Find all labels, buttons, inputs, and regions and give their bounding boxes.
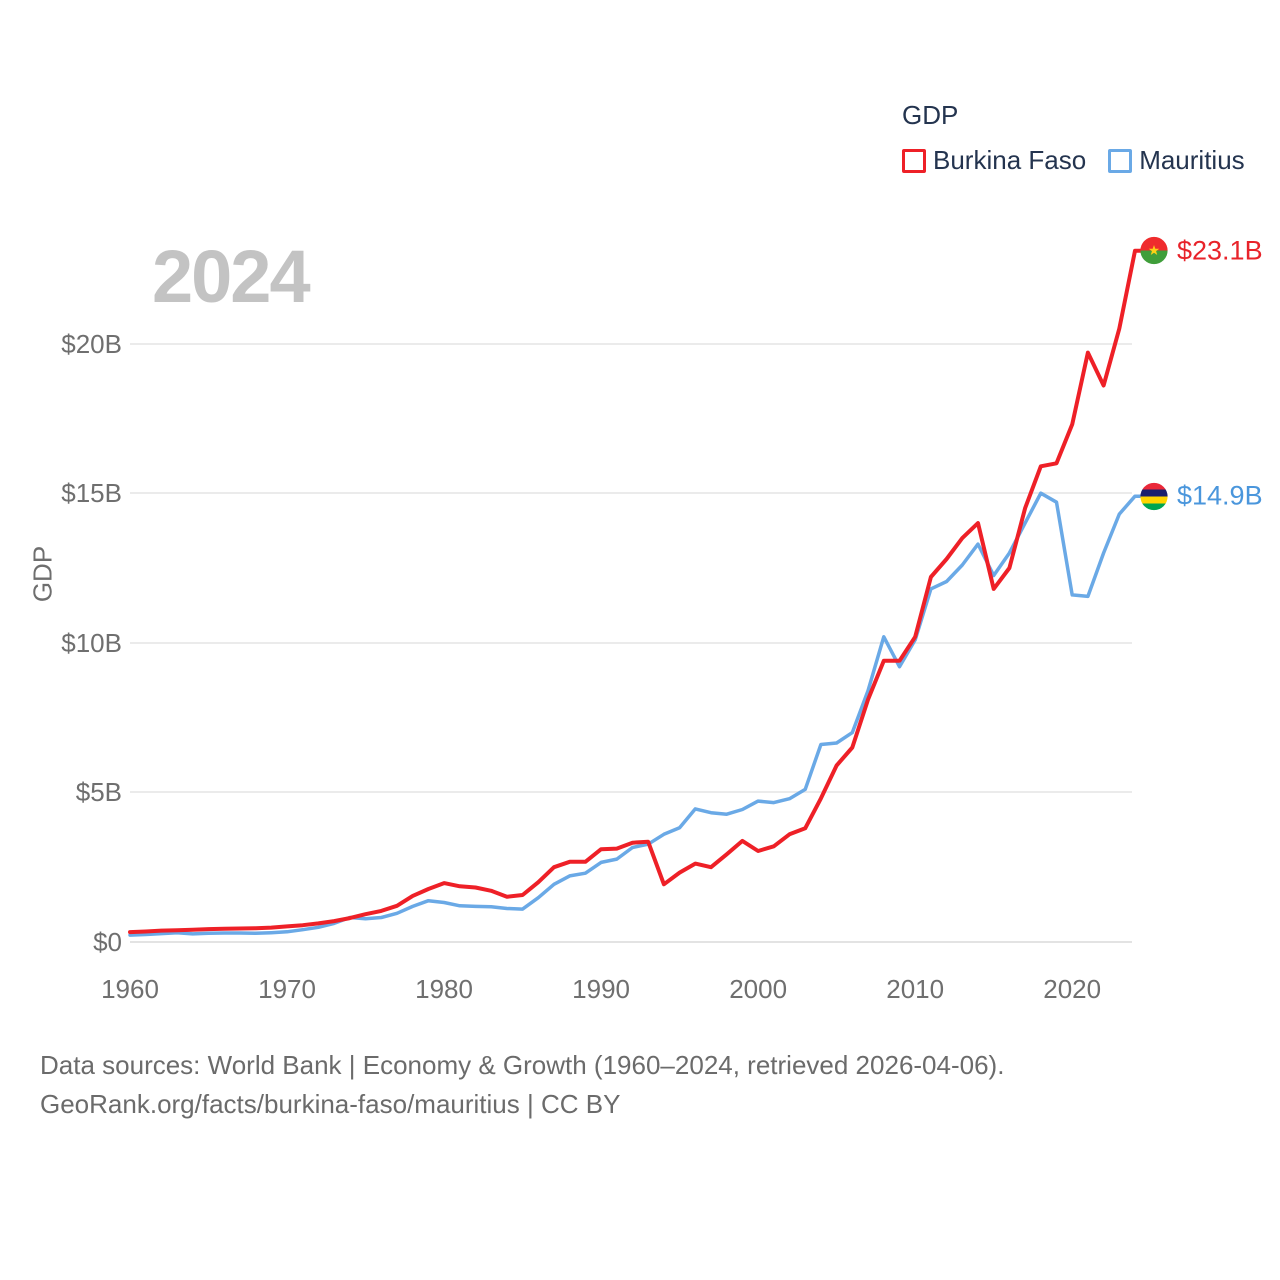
burkina-faso-flag-icon <box>1140 237 1168 265</box>
burkina-faso-swatch-icon <box>902 148 926 173</box>
x-tick-label: 1970 <box>258 974 316 1004</box>
mauritius-swatch-icon <box>1108 148 1133 173</box>
y-tick-label: $15B <box>61 478 122 509</box>
legend-item-mauritius[interactable]: Mauritius <box>1108 145 1245 176</box>
x-tick-label: 1960 <box>101 974 159 1004</box>
footer: Data sources: World Bank | Economy & Gro… <box>40 1046 1004 1124</box>
burkina-faso-end-value: $23.1B <box>1177 235 1263 266</box>
y-tick-label: $20B <box>61 328 122 359</box>
x-tick-label: 1990 <box>572 974 631 1004</box>
x-tick-label: 2000 <box>729 974 788 1004</box>
mauritius-line[interactable] <box>128 491 1150 937</box>
legend-item-burkina-faso[interactable]: Burkina Faso <box>902 145 1086 176</box>
mauritius-end-value: $14.9B <box>1177 480 1263 511</box>
y-tick-label: $5B <box>75 777 122 808</box>
gridline-y <box>130 791 1132 794</box>
gridline-y <box>130 492 1132 495</box>
legend-title: GDP <box>902 100 959 130</box>
footer-attribution: GeoRank.org/facts/burkina-faso/mauritius… <box>40 1089 621 1119</box>
legend-items: Burkina Faso Mauritius <box>902 145 1245 176</box>
gridline-y <box>130 941 1132 943</box>
gridline-y <box>130 641 1132 644</box>
legend: GDP Burkina Faso Mauritius <box>902 100 1245 176</box>
year-watermark: 2024 <box>152 235 311 318</box>
mauritius-flag-icon <box>1140 482 1168 510</box>
burkina-faso-line[interactable] <box>128 248 1150 935</box>
burkina-faso-end-label: $23.1B <box>1140 235 1263 266</box>
y-tick-label: $0 <box>93 927 122 957</box>
footer-data-sources: Data sources: World Bank | Economy & Gro… <box>40 1050 1005 1080</box>
gridline-y <box>130 342 1132 345</box>
x-tick-label: 2020 <box>1043 974 1102 1004</box>
y-tick-label: $10B <box>61 627 122 658</box>
x-tick-label: 1980 <box>415 974 473 1004</box>
mauritius-end-label: $14.9B <box>1140 481 1263 512</box>
x-tick-label: 2010 <box>886 974 945 1004</box>
legend-label-burkina-faso: Burkina Faso <box>933 145 1087 175</box>
legend-label-mauritius: Mauritius <box>1139 145 1245 175</box>
